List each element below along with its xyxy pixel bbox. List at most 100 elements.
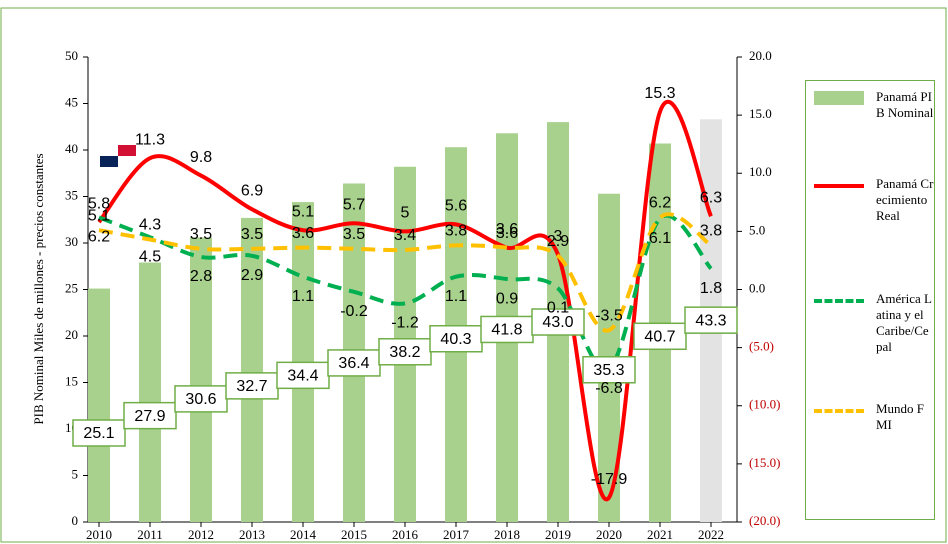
- x-tick-label: 2014: [290, 527, 317, 542]
- y-tick-label: 25: [65, 280, 78, 295]
- x-tick-label: 2012: [188, 527, 214, 542]
- value-label: 3: [554, 228, 563, 245]
- value-label: -0.2: [340, 303, 368, 320]
- x-tick-label: 2015: [341, 527, 367, 542]
- value-label: 3.6: [496, 225, 518, 242]
- value-label-box: [327, 349, 381, 377]
- x-tick-label: 2010: [86, 527, 112, 542]
- value-label: 3.5: [343, 226, 365, 243]
- value-label-box: [582, 356, 636, 384]
- value-label: 32.7: [236, 378, 267, 395]
- value-label: 30.6: [185, 391, 216, 408]
- value-label: 40.3: [440, 331, 471, 348]
- value-label-box: [123, 401, 177, 430]
- legend-label: Panamá PIB Nominal: [876, 89, 934, 120]
- value-label: 5: [401, 205, 410, 222]
- x-tick-label: 2020: [596, 527, 622, 542]
- x-tick-label: 2016: [392, 527, 419, 542]
- value-label: 1.8: [700, 280, 722, 297]
- value-label: 5.7: [343, 196, 365, 213]
- value-label: 5.8: [88, 195, 110, 212]
- value-label-box: [276, 361, 330, 390]
- value-label: -17.9: [591, 471, 628, 488]
- value-label-box: [531, 308, 585, 336]
- value-label: 11.3: [135, 131, 165, 148]
- value-label: 25.1: [83, 425, 114, 442]
- value-label: 5.1: [292, 203, 314, 220]
- legend-swatch: [814, 184, 864, 188]
- y2-tick-label: 20.0: [749, 48, 772, 63]
- value-label: 27.9: [134, 408, 165, 425]
- y-tick-label: 40: [65, 141, 78, 156]
- value-label: -1.2: [391, 315, 419, 332]
- value-label: 6.2: [649, 195, 671, 212]
- bar: [139, 262, 161, 522]
- x-tick-label: 2018: [494, 527, 520, 542]
- value-label: 1.1: [292, 288, 314, 305]
- value-label: 6.3: [700, 189, 722, 206]
- y-tick-label: 5: [72, 466, 79, 481]
- value-label: 0.1: [547, 300, 569, 317]
- value-label: 2.9: [241, 267, 263, 284]
- value-label: 40.7: [644, 328, 675, 345]
- value-label: 2.8: [190, 268, 212, 285]
- value-label-box: [72, 419, 126, 447]
- y-tick-label: 15: [65, 373, 78, 388]
- y-tick-label: 20: [65, 327, 78, 342]
- x-tick-label: 2011: [137, 527, 163, 542]
- value-label: 6.2: [88, 229, 110, 246]
- value-label: 3.4: [394, 227, 416, 244]
- legend-label: Mundo FMI: [876, 401, 925, 432]
- value-label: 34.4: [287, 368, 318, 385]
- x-tick-label: 2021: [647, 527, 673, 542]
- value-label: 5.6: [445, 198, 467, 215]
- y-tick-label: 0: [72, 513, 79, 528]
- value-label: 38.2: [389, 344, 420, 361]
- line: [97, 99, 713, 502]
- value-label-box: [378, 338, 432, 366]
- value-label: 43.3: [695, 312, 726, 329]
- y-tick-label: 50: [65, 48, 78, 63]
- legend-swatch: [814, 299, 864, 303]
- line: [98, 213, 713, 372]
- y2-tick-label: 15.0: [749, 106, 772, 121]
- flag: [100, 145, 136, 167]
- value-label: 4.3: [139, 217, 161, 234]
- value-label: -6.8: [595, 380, 623, 397]
- frame: [0, 7, 947, 543]
- value-label: 2.9: [547, 233, 569, 250]
- y2-tick-label: (20.0): [749, 513, 780, 528]
- value-label: 0.9: [496, 290, 518, 307]
- value-label-box: [174, 385, 228, 413]
- y-tick-label: 35: [65, 187, 78, 202]
- y2-tick-label: (5.0): [749, 339, 774, 354]
- x-tick-label: 2013: [239, 527, 265, 542]
- value-label: 3.6: [292, 225, 314, 242]
- bar: [88, 288, 110, 522]
- value-label-box: [225, 372, 279, 400]
- y2-tick-label: 5.0: [749, 222, 765, 237]
- value-label: 6.1: [649, 230, 671, 247]
- value-label: 43.0: [542, 314, 573, 331]
- value-label: 5.1: [88, 207, 110, 224]
- value-label: 3.6: [496, 221, 518, 238]
- value-label: 1.1: [445, 288, 467, 305]
- value-label: 3.5: [241, 226, 263, 243]
- x-tick-label: 2019: [545, 527, 571, 542]
- legend-label: América Latina y el Caribe/Cepal: [876, 291, 932, 354]
- value-label: 41.8: [491, 322, 522, 339]
- value-label: 6.9: [241, 183, 263, 200]
- y2-tick-label: 0.0: [749, 280, 765, 295]
- value-label-box: [684, 306, 738, 334]
- value-label: 3.8: [700, 223, 722, 240]
- y2-tick-label: 10.0: [749, 164, 772, 179]
- value-label: -3.5: [595, 307, 623, 324]
- value-label: 35.3: [593, 362, 624, 379]
- value-label: 36.4: [338, 355, 369, 372]
- x-tick-label: 2017: [443, 527, 470, 542]
- line: [98, 212, 713, 333]
- value-label-box: [633, 322, 687, 351]
- y-tick-label: 45: [65, 94, 78, 109]
- value-label: 9.8: [190, 149, 212, 166]
